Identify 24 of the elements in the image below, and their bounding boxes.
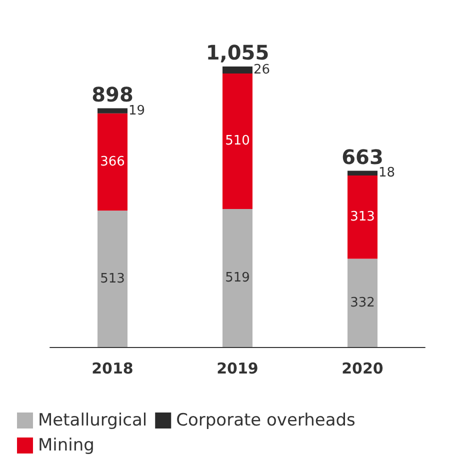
legend-label: Corporate overheads bbox=[176, 410, 356, 430]
x-tick-label: 2019 bbox=[216, 360, 258, 378]
data-label: 519 bbox=[225, 270, 250, 286]
bar bbox=[98, 113, 128, 211]
data-label: 513 bbox=[100, 271, 125, 286]
bar bbox=[98, 210, 128, 347]
data-label: 332 bbox=[350, 295, 375, 310]
legend-label: Metallurgical bbox=[38, 410, 148, 430]
bar bbox=[348, 258, 378, 347]
bar bbox=[98, 108, 128, 114]
data-label: 313 bbox=[350, 210, 375, 225]
bar bbox=[348, 170, 378, 176]
total-label: 1,055 bbox=[206, 40, 270, 65]
legend-label: Mining bbox=[38, 436, 94, 456]
data-label: 26 bbox=[254, 62, 270, 78]
x-tick-label: 2018 bbox=[92, 360, 134, 378]
data-label: 366 bbox=[100, 154, 125, 170]
data-label: 18 bbox=[378, 166, 396, 181]
data-label: 510 bbox=[225, 134, 250, 149]
bar bbox=[222, 66, 252, 74]
bar bbox=[222, 73, 252, 210]
bar bbox=[348, 176, 378, 259]
x-tick-label: 2020 bbox=[342, 360, 384, 378]
bar bbox=[222, 209, 252, 347]
